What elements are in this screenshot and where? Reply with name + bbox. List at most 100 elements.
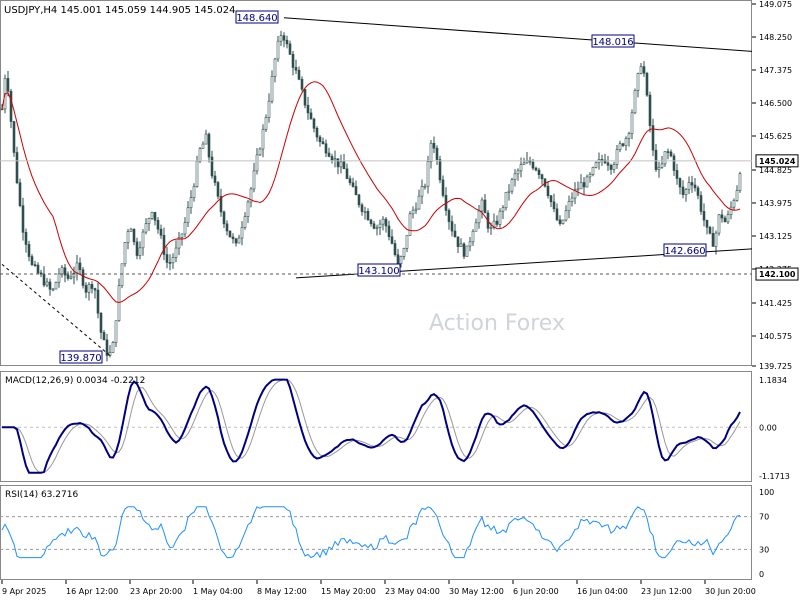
- price-annotation: 148.016: [591, 34, 635, 48]
- candle-body: [309, 112, 313, 120]
- candle-body: [66, 274, 70, 279]
- candle-body: [342, 161, 346, 170]
- time-tick-label: 8 May 12:00: [257, 587, 307, 596]
- rsi-layer: [0, 506, 752, 559]
- candle-body: [459, 243, 463, 247]
- candle-body: [30, 256, 34, 265]
- candle-body: [453, 230, 457, 238]
- rsi-tick-label: 100: [759, 488, 774, 497]
- candle-body: [396, 254, 400, 264]
- candle-body: [99, 312, 103, 333]
- price-tag-box: [755, 267, 799, 281]
- candle-body: [237, 237, 241, 244]
- candle-body: [252, 170, 256, 190]
- candle-body: [69, 276, 73, 279]
- candle-body: [201, 143, 205, 149]
- candle-body: [195, 161, 199, 187]
- time-tick-label: 30 May 12:00: [449, 587, 504, 596]
- candle-body: [372, 223, 376, 229]
- candle-body: [306, 104, 310, 114]
- candle-body: [78, 262, 82, 271]
- candle-body: [42, 273, 46, 286]
- annotation-label: 139.870: [60, 353, 101, 364]
- candle-body: [108, 352, 112, 356]
- annotation-label: 143.100: [358, 266, 399, 277]
- candle-body: [210, 156, 214, 177]
- candle-body: [612, 164, 616, 170]
- candle-body: [474, 222, 478, 232]
- price-tick-label: 143.975: [759, 199, 792, 208]
- candle-body: [33, 264, 37, 266]
- candle-body: [312, 118, 316, 129]
- price-annotation: 139.870: [59, 350, 103, 364]
- price-annotation: 143.100: [357, 263, 401, 277]
- candle-body: [273, 58, 277, 77]
- candle-body: [129, 228, 133, 232]
- candle-body: [39, 272, 43, 275]
- candle-body: [393, 243, 397, 256]
- candle-body: [618, 143, 622, 150]
- candle-body: [186, 207, 190, 224]
- time-tick-label: 16 Jun 04:00: [577, 587, 628, 596]
- candle-body: [183, 222, 187, 235]
- candle-body: [732, 200, 736, 208]
- candle-body: [234, 238, 238, 244]
- candle-body: [660, 163, 664, 168]
- candle-body: [276, 40, 280, 60]
- candle-body: [693, 184, 697, 189]
- candle-body: [153, 211, 157, 221]
- annotation-box: [357, 263, 401, 277]
- candle-body: [642, 66, 646, 74]
- candle-body: [336, 158, 340, 168]
- price-tag-label: 142.100: [759, 270, 796, 279]
- candle-body: [150, 211, 154, 219]
- candle-body: [339, 161, 343, 168]
- candle-body: [213, 175, 217, 183]
- candle-body: [189, 197, 193, 209]
- macd-label: MACD(12,26,9) 0.0034 -0.2212: [5, 376, 145, 386]
- candle-body: [120, 263, 124, 286]
- candle-body: [696, 187, 700, 196]
- candle-body: [456, 236, 460, 247]
- candle-body: [84, 285, 88, 293]
- price-tick-label: 143.125: [759, 232, 792, 241]
- candle-body: [162, 234, 166, 255]
- time-tick-label: 1 May 04:00: [193, 587, 243, 596]
- candle-body: [378, 223, 382, 228]
- candle-body: [192, 186, 196, 198]
- candle-body: [462, 243, 466, 257]
- candle-body: [216, 182, 220, 197]
- candle-body: [285, 39, 289, 45]
- candle-body: [603, 159, 607, 164]
- candle-body: [564, 210, 568, 221]
- candle-body: [132, 228, 136, 243]
- macd-panel: [0, 371, 752, 482]
- candle-body: [114, 320, 118, 343]
- candle-body: [516, 170, 520, 175]
- candle-body: [171, 257, 175, 264]
- candle-body: [447, 210, 451, 222]
- candle-body: [591, 167, 595, 175]
- candle-body: [6, 78, 10, 92]
- candle-body: [705, 219, 709, 228]
- candle-body: [0, 108, 4, 111]
- candle-body: [72, 272, 76, 278]
- price-tick-label: 139.725: [759, 362, 792, 371]
- price-annotation: 148.640: [235, 10, 279, 24]
- candle-body: [585, 176, 589, 188]
- price-tag-box: [755, 154, 799, 168]
- candle-body: [534, 167, 538, 171]
- macd-tick-label: 1.1834: [759, 376, 787, 385]
- candle-body: [249, 188, 253, 203]
- candle-body: [648, 94, 652, 126]
- candle-body: [231, 236, 235, 240]
- time-tick-label: 9 Apr 2025: [2, 587, 46, 596]
- candle-body: [678, 178, 682, 188]
- candle-body: [54, 281, 58, 290]
- candle-body: [699, 195, 703, 212]
- candle-body: [300, 79, 304, 90]
- candle-body: [360, 204, 364, 212]
- time-tick-label: 15 May 20:00: [321, 587, 376, 596]
- annotation-label: 148.016: [592, 37, 633, 48]
